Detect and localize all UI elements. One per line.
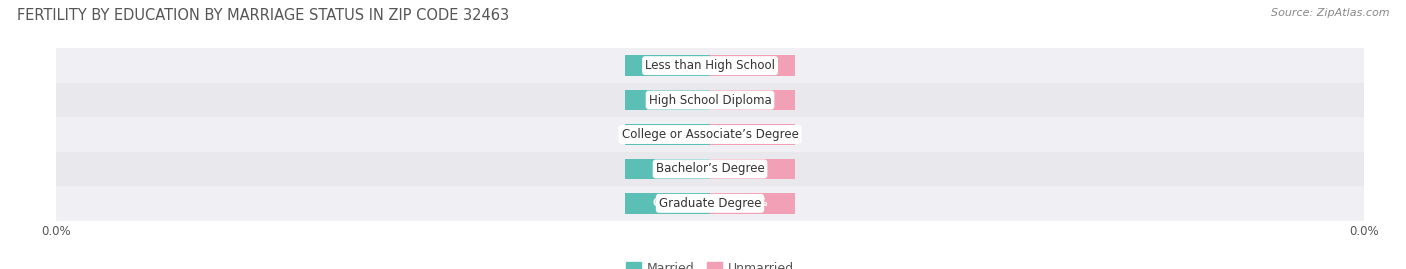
Text: 0.0%: 0.0% [652, 95, 683, 105]
Bar [56, 48, 1364, 83]
Text: 0.0%: 0.0% [652, 198, 683, 208]
Bar [56, 117, 1364, 152]
Bar [710, 159, 794, 179]
Bar [710, 193, 794, 214]
Bar [56, 152, 1364, 186]
Text: 0.0%: 0.0% [737, 129, 768, 140]
Text: Bachelor’s Degree: Bachelor’s Degree [655, 162, 765, 175]
Bar [710, 124, 794, 145]
Bar [626, 90, 710, 110]
Text: 0.0%: 0.0% [737, 61, 768, 71]
Text: 0.0%: 0.0% [652, 61, 683, 71]
Bar [710, 55, 794, 76]
Text: FERTILITY BY EDUCATION BY MARRIAGE STATUS IN ZIP CODE 32463: FERTILITY BY EDUCATION BY MARRIAGE STATU… [17, 8, 509, 23]
Text: 0.0%: 0.0% [737, 198, 768, 208]
Text: 0.0%: 0.0% [737, 95, 768, 105]
Text: College or Associate’s Degree: College or Associate’s Degree [621, 128, 799, 141]
Text: Source: ZipAtlas.com: Source: ZipAtlas.com [1271, 8, 1389, 18]
Bar [56, 186, 1364, 221]
Bar [626, 124, 710, 145]
Text: Graduate Degree: Graduate Degree [659, 197, 761, 210]
Text: Less than High School: Less than High School [645, 59, 775, 72]
Bar [626, 55, 710, 76]
Bar [626, 159, 710, 179]
Bar [710, 90, 794, 110]
Bar [56, 83, 1364, 117]
Text: 0.0%: 0.0% [652, 164, 683, 174]
Bar [626, 193, 710, 214]
Legend: Married, Unmarried: Married, Unmarried [620, 257, 800, 269]
Text: High School Diploma: High School Diploma [648, 94, 772, 107]
Text: 0.0%: 0.0% [652, 129, 683, 140]
Text: 0.0%: 0.0% [737, 164, 768, 174]
